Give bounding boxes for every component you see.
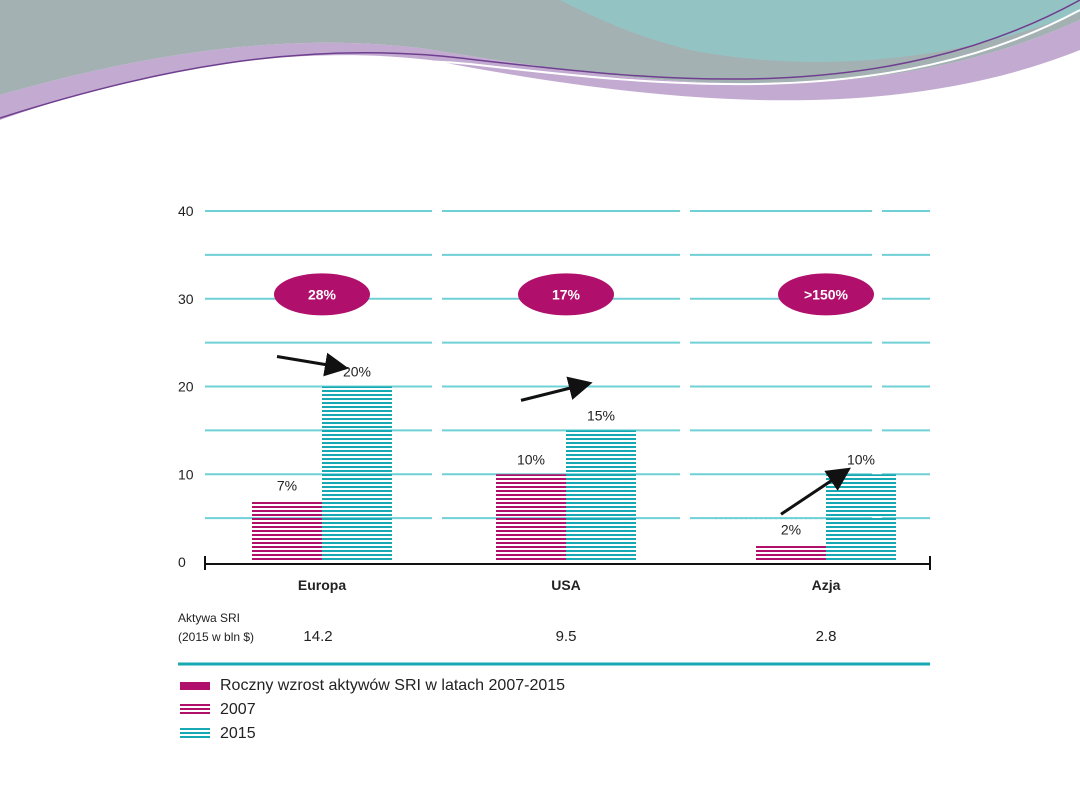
- bar-2007: [496, 474, 566, 562]
- y-tick-label: 30: [178, 291, 194, 307]
- legend-label-2015: 2015: [220, 725, 256, 742]
- bar-chart: 40 30 20 10 0 7% 20% 10% 15% 2% 10% 28% 17% >150% E…: [178, 203, 931, 666]
- bar-2015: [826, 474, 896, 562]
- header-banner: [0, 0, 1080, 124]
- banner-swoosh-line: [0, 0, 1080, 119]
- data-label-2015: 15%: [587, 407, 615, 423]
- x-category-label: Europa: [298, 577, 346, 593]
- legend-swatch-growth: [180, 682, 210, 690]
- legend-label-2007: 2007: [220, 701, 256, 718]
- legend-label-growth: Roczny wzrost aktywów SRI w latach 2007-…: [220, 677, 566, 694]
- legend-item-2015: 2015: [180, 722, 565, 746]
- assets-value: 2.8: [816, 628, 837, 645]
- growth-arrow: [276, 352, 349, 377]
- y-tick-label: 20: [178, 379, 194, 395]
- data-label-2015: 20%: [343, 364, 371, 380]
- x-category-label: Azja: [812, 577, 841, 593]
- assets-label-line2: (2015 w bln $): [178, 630, 254, 644]
- assets-value: 9.5: [556, 628, 577, 645]
- legend-item-growth: Roczny wzrost aktywów SRI w latach 2007-…: [180, 674, 565, 698]
- growth-bubble-label: >150%: [804, 286, 849, 302]
- legend-swatch-2007: [180, 704, 210, 716]
- y-tick-label: 0: [178, 554, 186, 570]
- assets-value: 14.2: [303, 628, 332, 645]
- data-label-2015: 10%: [847, 451, 875, 467]
- growth-bubble-label: 28%: [308, 286, 337, 302]
- data-label-2007: 2%: [781, 521, 801, 537]
- banner-swoosh-line-2: [0, 9, 1080, 124]
- growth-bubble: [274, 273, 370, 316]
- growth-bubble-label: 17%: [552, 286, 581, 302]
- growth-bubble: [518, 273, 614, 316]
- banner-wave-teal: [560, 0, 1080, 62]
- bar-2015: [322, 386, 392, 562]
- growth-arrow: [520, 376, 593, 402]
- assets-label-line1: Aktywa SRI: [178, 611, 240, 625]
- legend-swatch-2015: [180, 728, 210, 740]
- data-label-2007: 7%: [277, 478, 297, 494]
- data-label-2007: 10%: [517, 451, 545, 467]
- y-tick-label: 40: [178, 203, 194, 219]
- growth-arrow: [780, 467, 851, 516]
- bar-2007: [252, 500, 322, 562]
- x-category-label: USA: [551, 577, 581, 593]
- bar-2007: [756, 544, 826, 562]
- growth-bubble: [778, 273, 874, 316]
- banner-wave-purple: [0, 20, 1080, 120]
- bar-2015: [566, 430, 636, 562]
- y-tick-label: 10: [178, 466, 194, 482]
- legend: Roczny wzrost aktywów SRI w latach 2007-…: [180, 674, 565, 746]
- chart-panel: 40 30 20 10 0 7% 20% 10% 15% 2% 10% 28% 17% >150% E…: [150, 178, 955, 768]
- legend-item-2007: 2007: [180, 698, 565, 722]
